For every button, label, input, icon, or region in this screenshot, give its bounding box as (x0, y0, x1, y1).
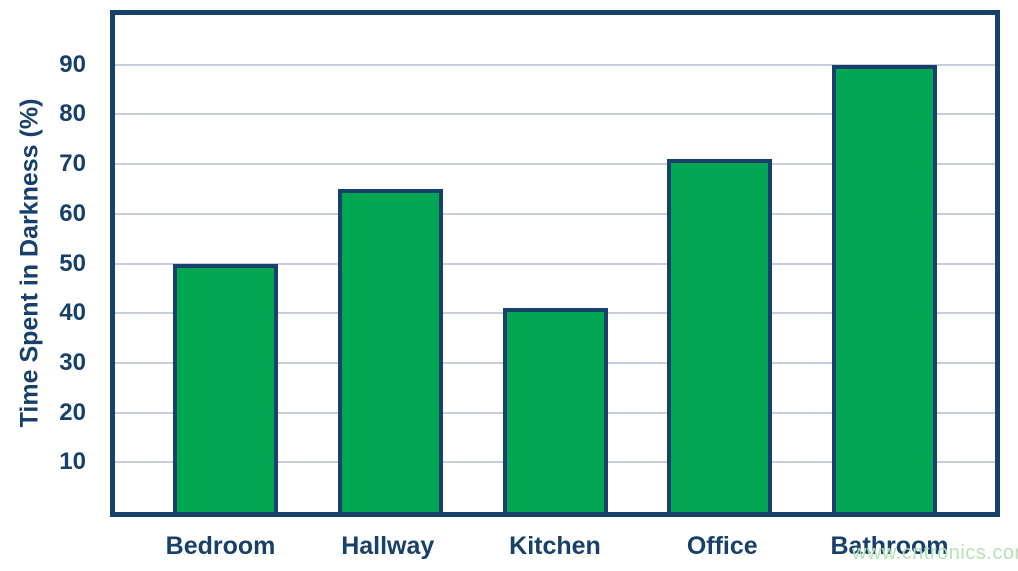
x-label-bedroom: Bedroom (165, 531, 276, 560)
y-tick-label-10: 10 (59, 448, 86, 476)
y-tick-label-90: 90 (59, 50, 86, 78)
y-tick-label-30: 30 (59, 348, 86, 376)
x-label-office: Office (686, 531, 758, 560)
bar-kitchen (502, 308, 608, 512)
bar-bedroom (173, 263, 278, 512)
x-label-hallway: Hallway (341, 531, 435, 560)
plot-area (110, 10, 1000, 517)
y-tick-label-20: 20 (59, 398, 86, 426)
y-tick-label-40: 40 (59, 299, 86, 327)
bar-bathroom (832, 64, 937, 512)
x-label-cell-office: Office (670, 528, 775, 564)
x-label-cell-hallway: Hallway (335, 528, 440, 564)
x-label-kitchen: Kitchen (509, 531, 601, 560)
gridline-80 (115, 113, 995, 116)
x-label-cell-bathroom: Bathroom (830, 528, 948, 564)
x-label-cell-kitchen: Kitchen (503, 528, 608, 564)
bars-layer (115, 15, 995, 512)
x-label-cell-bedroom: Bedroom (165, 528, 276, 564)
x-label-bathroom: Bathroom (830, 531, 949, 560)
gridline-70 (115, 163, 995, 166)
bar-hallway (337, 188, 443, 512)
gridline-60 (115, 212, 995, 215)
y-tick-label-70: 70 (59, 150, 86, 178)
bar-office (667, 159, 773, 512)
y-tick-label-50: 50 (59, 249, 86, 277)
gridline-50 (115, 262, 995, 265)
y-tick-label-60: 60 (59, 199, 86, 227)
gridline-90 (115, 63, 995, 66)
x-axis-category-labels: Bedroom Hallway Kitchen Office Bathroom (110, 528, 1000, 564)
y-axis-tick-labels: 10 20 30 40 50 60 70 80 90 (0, 15, 110, 512)
y-tick-label-80: 80 (59, 100, 86, 128)
watermark-text: www.cntronics.com (852, 542, 1018, 564)
